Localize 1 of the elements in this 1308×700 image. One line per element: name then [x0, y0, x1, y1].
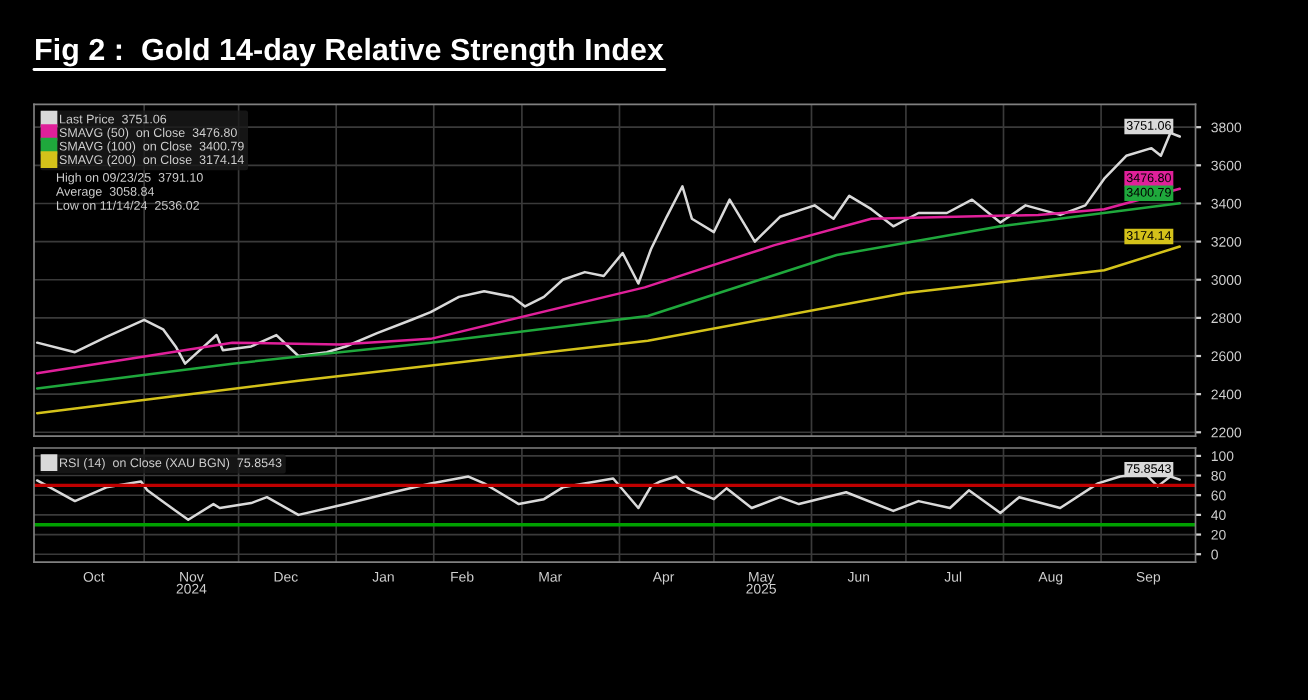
chart-title: Fig 2 : Gold 14-day Relative Strength Index	[36, 37, 664, 67]
